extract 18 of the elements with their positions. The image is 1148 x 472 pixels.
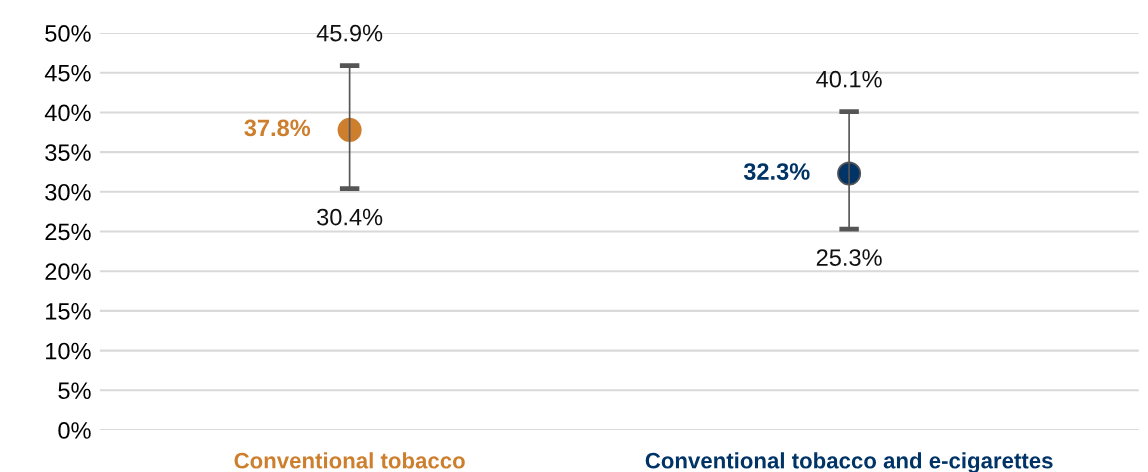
y-tick-label: 5% bbox=[58, 382, 91, 400]
y-tick-label: 25% bbox=[45, 223, 91, 241]
x-tick-label: Conventional tobacco bbox=[234, 452, 465, 469]
y-tick-label: 0% bbox=[58, 422, 91, 439]
y-tick-label: 50% bbox=[45, 25, 91, 42]
annotation: 30.4% bbox=[317, 208, 383, 226]
annotation: 25.3% bbox=[816, 249, 882, 266]
data-label: 37.8% bbox=[244, 119, 311, 137]
data-label: 32.3% bbox=[743, 163, 810, 180]
annotation: 40.1% bbox=[816, 70, 882, 88]
y-tick-label: 10% bbox=[46, 342, 91, 360]
y-tick-label: 15% bbox=[46, 303, 91, 320]
y-tick-label: 20% bbox=[45, 263, 91, 280]
y-tick-label: 30% bbox=[45, 183, 91, 201]
y-tick-label: 35% bbox=[45, 144, 91, 161]
y-tick-label: 45% bbox=[44, 64, 91, 82]
annotation: 45.9% bbox=[316, 24, 383, 42]
y-tick-label: 40% bbox=[44, 104, 91, 122]
